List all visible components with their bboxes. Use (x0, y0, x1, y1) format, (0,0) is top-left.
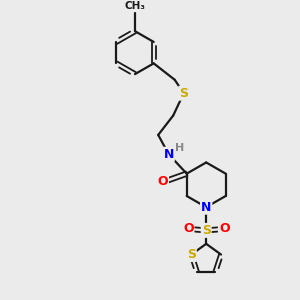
Text: O: O (183, 222, 194, 236)
Text: H: H (176, 143, 185, 153)
Text: S: S (202, 224, 211, 237)
Text: O: O (219, 222, 230, 236)
Text: N: N (201, 201, 211, 214)
Text: N: N (164, 148, 174, 161)
Text: O: O (158, 175, 168, 188)
Text: CH₃: CH₃ (124, 1, 146, 11)
Text: S: S (187, 248, 196, 261)
Text: S: S (179, 87, 188, 100)
